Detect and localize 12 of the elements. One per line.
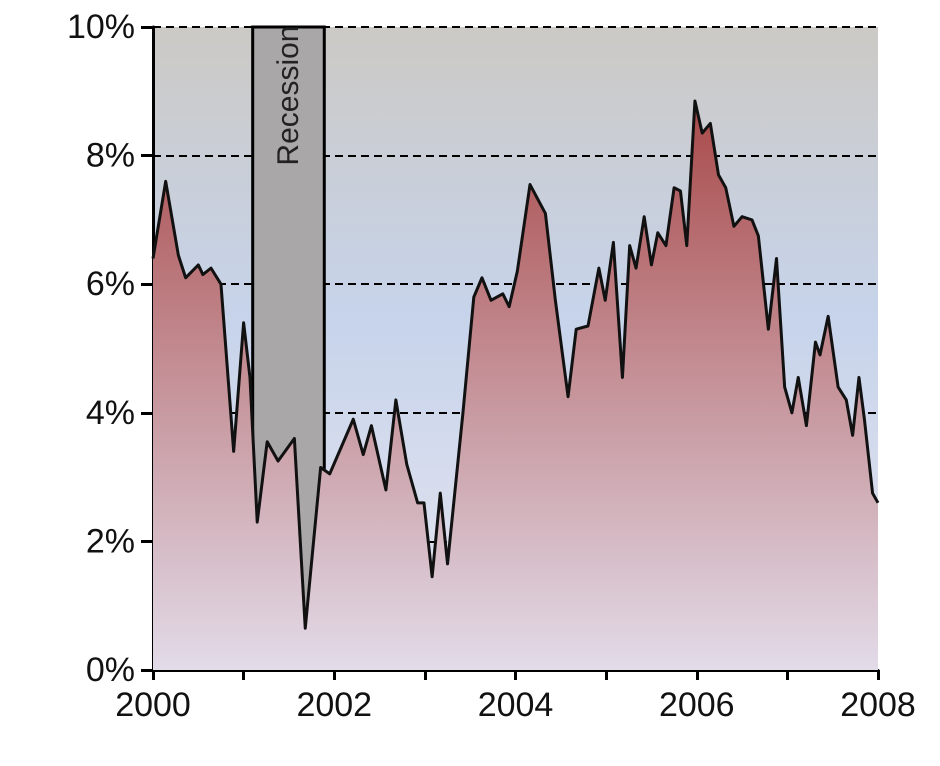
y-tick-label: 4% <box>86 394 135 432</box>
x-tick-label: 2002 <box>296 686 372 724</box>
x-tick-label: 2004 <box>478 686 554 724</box>
y-tick-label: 0% <box>86 651 135 689</box>
y-tick-label: 10% <box>66 8 135 46</box>
x-tick-label: 2008 <box>840 686 916 724</box>
y-tick-label: 6% <box>86 265 135 304</box>
band-label: Recession <box>272 26 305 166</box>
y-tick-label: 8% <box>86 136 135 175</box>
x-tick-label: 2006 <box>658 686 735 724</box>
x-tick-label: 2000 <box>115 686 191 724</box>
y-tick-label: 2% <box>86 522 135 560</box>
